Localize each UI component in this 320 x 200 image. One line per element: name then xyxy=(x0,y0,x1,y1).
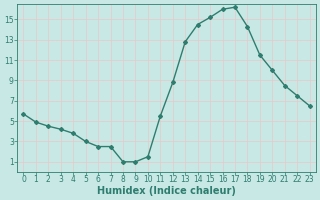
X-axis label: Humidex (Indice chaleur): Humidex (Indice chaleur) xyxy=(97,186,236,196)
